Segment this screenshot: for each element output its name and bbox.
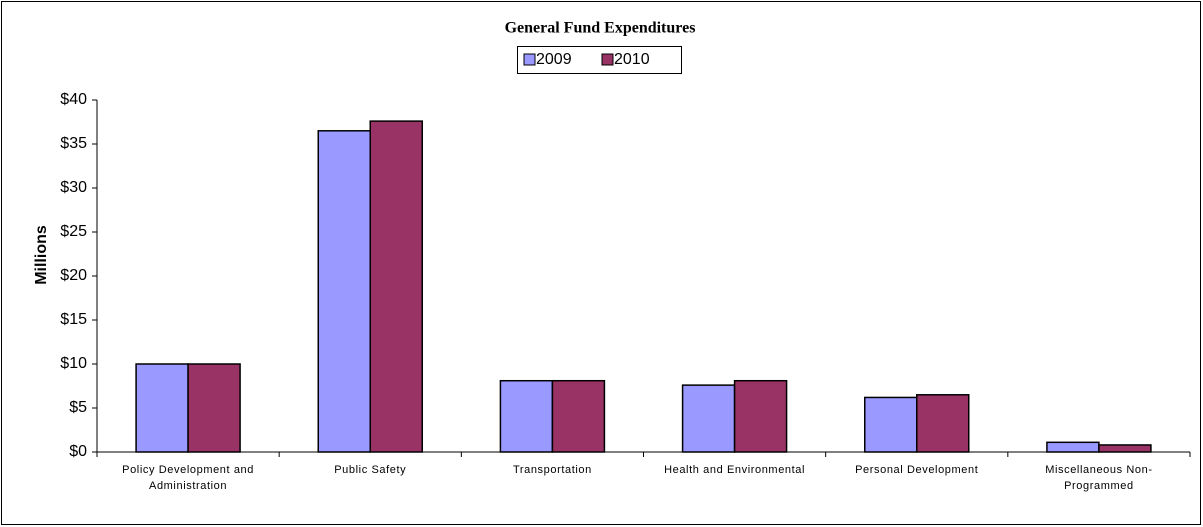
x-tick-label: Policy Development and Administration (122, 464, 254, 492)
legend-swatch (523, 53, 536, 66)
y-tick-label: $15 (60, 311, 87, 328)
bar (733, 379, 788, 453)
y-tick-label: $5 (69, 399, 87, 416)
y-tick-label: $25 (60, 223, 87, 240)
x-tick-label: Personal Development (855, 464, 979, 476)
bar (1098, 444, 1152, 453)
bar (916, 394, 970, 453)
legend-label: 2010 (614, 51, 650, 68)
bar (135, 363, 189, 453)
legend-box (517, 46, 682, 74)
bar (369, 120, 423, 453)
legend-swatch (601, 53, 614, 66)
y-tick-label: $0 (69, 443, 87, 460)
x-tick-label: Health and Environmental (664, 464, 806, 476)
bar (317, 130, 371, 453)
chart-title: General Fund Expenditures (505, 20, 696, 37)
bar (1046, 441, 1100, 453)
bar (681, 384, 736, 453)
y-tick-label: $20 (60, 267, 87, 284)
y-tick-label: $30 (60, 179, 87, 196)
y-tick-label: $10 (60, 355, 87, 372)
bar (499, 379, 554, 453)
x-tick-label: Transportation (512, 464, 592, 476)
bar (551, 379, 606, 453)
bar (864, 396, 918, 453)
y-tick-label: $40 (60, 91, 87, 108)
y-tick-label: $35 (60, 135, 87, 152)
y-axis-label: Millions (33, 225, 50, 285)
x-tick-label: Public Safety (334, 464, 407, 476)
legend-label: 2009 (536, 51, 572, 68)
bar (187, 363, 241, 453)
x-tick-label: Miscellaneous Non-Programmed (1045, 464, 1153, 492)
